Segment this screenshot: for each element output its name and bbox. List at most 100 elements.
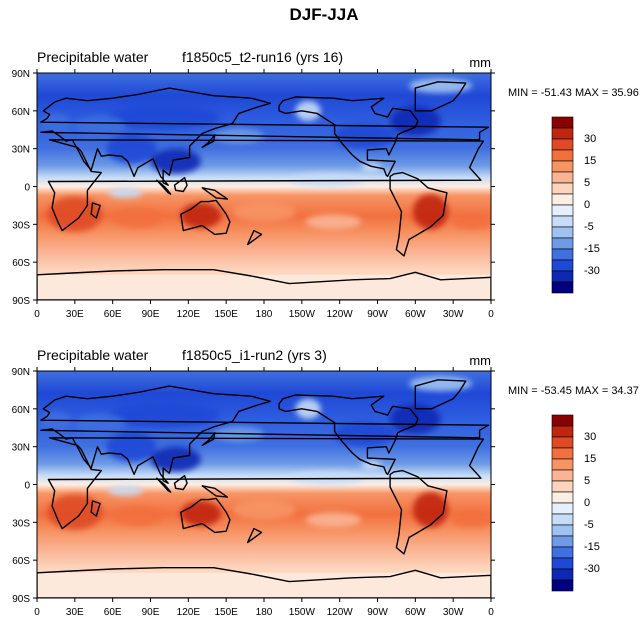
coastline [40, 87, 490, 186]
colorbar-label: 15 [584, 155, 596, 167]
anomaly-patch [107, 187, 143, 198]
colorbar-label: 30 [584, 133, 596, 145]
x-tick-label: 30W [443, 309, 464, 320]
colorbar-label: -5 [584, 519, 594, 531]
coastline [40, 385, 490, 484]
x-tick-label: 30W [443, 607, 464, 618]
x-tick-label: 30E [66, 309, 84, 320]
coastline [180, 199, 231, 236]
coastline [156, 179, 172, 195]
x-tick-label: 60W [405, 309, 426, 320]
panel-variable: Precipitable water [37, 347, 149, 363]
anomaly-patch [305, 512, 362, 528]
coastline [389, 171, 448, 257]
anomaly-patch [305, 214, 362, 230]
x-tick-label: 120W [327, 309, 354, 320]
coastline [37, 268, 491, 300]
colorbar-swatch [551, 557, 574, 570]
colorbar-label: -5 [584, 221, 594, 233]
map-panel-2: Precipitable water f1850c5_i1-run2 (yrs 3… [12, 347, 639, 618]
y-tick-label: 90N [12, 69, 30, 80]
x-tick-label: 120E [177, 309, 201, 320]
x-tick-label: 90W [367, 309, 388, 320]
colorbar-swatch [551, 535, 574, 548]
x-tick-label: 0 [488, 607, 494, 618]
anomaly-patch [390, 403, 441, 435]
anomaly-patch [112, 505, 164, 527]
anomaly-patch [112, 207, 164, 229]
colorbar-label: 0 [584, 497, 590, 509]
colorbar-swatch [551, 182, 574, 195]
colorbar-swatch [551, 116, 574, 129]
anomaly-patch [295, 398, 321, 419]
anomaly-patch [409, 376, 473, 392]
anomaly-patch [361, 162, 382, 173]
anomaly-patch [361, 460, 382, 471]
x-tick-label: 150E [214, 607, 238, 618]
colorbar-swatch [551, 149, 574, 162]
colorbar-swatch [551, 270, 574, 283]
coastline [201, 134, 216, 149]
colorbar-label: -15 [584, 243, 600, 255]
colorbar-swatch [551, 546, 574, 559]
colorbar-swatch [551, 568, 574, 581]
colorbar-label: 15 [584, 453, 596, 465]
colorbar: 30 15 5 0 -5 -15 -30 [551, 116, 600, 294]
coastline [180, 497, 231, 534]
panel-stats: MIN = -51.43 MAX = 35.96 [508, 87, 639, 99]
coastline [37, 566, 491, 598]
panel-case: f1850c5_t2-run16 (yrs 16) [182, 49, 343, 65]
x-tick-label: 60W [405, 607, 426, 618]
colorbar-label: -30 [584, 265, 600, 277]
colorbar-label: -30 [584, 563, 600, 575]
anomaly-patch [451, 512, 491, 528]
y-tick-label: 60S [12, 258, 30, 269]
coastline [278, 394, 419, 476]
anomaly-patch [451, 214, 491, 230]
x-tick-label: 150E [214, 309, 238, 320]
panel-case: f1850c5_i1-run2 (yrs 3) [182, 347, 327, 363]
coastline [389, 469, 448, 555]
coastline [201, 187, 229, 200]
colorbar-swatch [551, 502, 574, 515]
coastline [246, 229, 263, 246]
map-area: 0 30E 60E 90E 120E 150E 180 150W 120W 90W 60W 30W 09… [12, 367, 495, 618]
colorbar-label: 0 [584, 199, 590, 211]
colorbar-swatch [551, 193, 574, 206]
y-tick-label: 60N [12, 405, 30, 416]
x-tick-label: 60E [104, 309, 122, 320]
anomaly-patch [232, 201, 296, 222]
anomaly-patch [412, 194, 449, 230]
coastline [156, 477, 172, 493]
colorbar-swatch [551, 458, 574, 471]
colorbar: 30 15 5 0 -5 -15 -30 [551, 414, 600, 592]
coastline [47, 437, 485, 530]
y-tick-label: 60S [12, 556, 30, 567]
colorbar-swatch [551, 171, 574, 184]
anomaly-patch [409, 78, 473, 94]
colorbar-swatch [551, 127, 574, 140]
x-tick-label: 150W [289, 607, 316, 618]
anomaly-patch [47, 196, 103, 232]
colorbar-label: 30 [584, 431, 596, 443]
colorbar-swatch [551, 469, 574, 482]
colorbar-swatch [551, 281, 574, 294]
colorbar-swatch [551, 259, 574, 272]
x-tick-label: 60E [104, 607, 122, 618]
y-tick-label: 30S [12, 518, 30, 529]
coastline [173, 176, 188, 193]
x-tick-label: 120E [177, 607, 201, 618]
anomaly-patch [74, 413, 126, 435]
anomaly-patch [106, 431, 157, 462]
y-tick-label: 90N [12, 367, 30, 378]
coastline [414, 81, 467, 112]
map-area: 0 30E 60E 90E 120E 150E 180 150W 120W 90W 60W 30W 09… [12, 69, 495, 320]
coastline [201, 485, 229, 498]
colorbar-label: 5 [584, 177, 590, 189]
x-tick-label: 0 [488, 309, 494, 320]
map-panel-1: Precipitable water f1850c5_t2-run16 (yrs … [12, 49, 639, 320]
coastline [414, 379, 467, 410]
coastlines [37, 379, 491, 598]
colorbar-swatch [551, 215, 574, 228]
